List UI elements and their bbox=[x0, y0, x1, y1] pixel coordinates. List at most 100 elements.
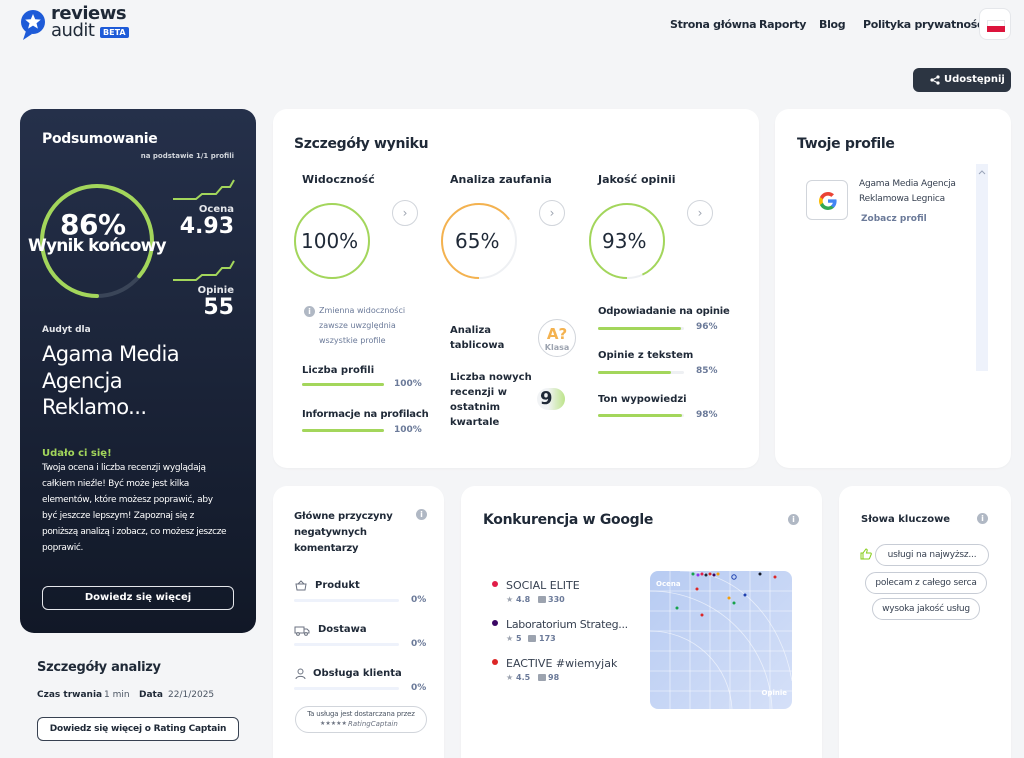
flag-red-stripe bbox=[987, 26, 1005, 32]
map-y-label: Ocena bbox=[656, 580, 681, 588]
competitor-item[interactable]: SOCIAL ELITE ★ 4.8 330 bbox=[491, 578, 631, 608]
profiles-scrollbar[interactable] bbox=[976, 164, 988, 371]
competitor-item[interactable]: Laboratorium Strateg... ★ 5 173 bbox=[491, 617, 631, 647]
keywords-card: Słowa kluczowe i usługi na najwyższ... p… bbox=[839, 486, 1011, 758]
provider-badge[interactable]: Ta usługa jest dostarczana przez ★★★★★ R… bbox=[295, 706, 427, 733]
competition-card: Konkurencja w Google i SOCIAL ELITE ★ 4.… bbox=[461, 486, 822, 758]
reason-service-bar bbox=[294, 687, 399, 690]
audit-for-label: Audyt dla bbox=[42, 325, 91, 335]
info-icon[interactable]: i bbox=[788, 514, 799, 525]
share-button[interactable]: Udostępnij bbox=[913, 68, 1011, 92]
user-icon bbox=[295, 668, 306, 680]
new-reviews-label-4: kwartale bbox=[450, 417, 500, 428]
nav-reports[interactable]: Raporty bbox=[759, 18, 807, 31]
star-icon: ★ bbox=[506, 595, 514, 604]
google-icon bbox=[806, 180, 848, 220]
text-reviews-bar bbox=[598, 371, 684, 374]
truck-icon bbox=[294, 626, 310, 636]
negative-reasons-card: Główne przyczyny negatywnych komentarzy … bbox=[273, 486, 444, 758]
company-name-line2: Agencja bbox=[42, 369, 123, 393]
competitor-name: SOCIAL ELITE bbox=[506, 579, 580, 592]
profile-info-label: Informacje na profilach bbox=[302, 409, 429, 420]
logo-icon bbox=[21, 10, 45, 40]
summary-title: Podsumowanie bbox=[42, 131, 158, 147]
visibility-expand-button[interactable]: › bbox=[392, 200, 418, 226]
summary-subtitle: na podstawie 1/1 profili bbox=[140, 152, 234, 160]
reply-value: 96% bbox=[696, 322, 718, 332]
tone-label: Ton wypowiedzi bbox=[598, 394, 687, 405]
share-label: Udostępnij bbox=[944, 74, 1005, 85]
competition-map-grid bbox=[650, 571, 792, 709]
success-text-1: Twoja ocena i liczba recenzji wyglądają bbox=[42, 463, 206, 473]
tone-bar bbox=[598, 414, 684, 417]
profile-link[interactable]: Zobacz profil bbox=[861, 214, 927, 224]
success-text-6: poprawić. bbox=[42, 543, 84, 553]
brand-name-line2: audit bbox=[51, 20, 95, 41]
negatives-title-1: Główne przyczyny bbox=[294, 511, 393, 522]
quality-expand-button[interactable]: › bbox=[687, 200, 713, 226]
reason-service-value: 0% bbox=[411, 683, 427, 693]
duration-label: Czas trwania bbox=[37, 690, 103, 700]
reviews-value: 55 bbox=[203, 295, 234, 320]
reason-product-bar bbox=[294, 599, 399, 602]
new-reviews-value: 9 bbox=[540, 388, 553, 409]
success-text-2: całkiem nieźle! Być może jest kilka bbox=[42, 479, 189, 489]
competition-map[interactable]: Ocena Opinie bbox=[650, 571, 792, 709]
profiles-title: Twoje profile bbox=[797, 136, 895, 152]
info-icon[interactable]: i bbox=[416, 509, 427, 520]
analysis-title: Szczegóły analizy bbox=[37, 660, 161, 675]
trust-expand-button[interactable]: › bbox=[539, 200, 565, 226]
learn-more-button[interactable]: Dowiedz się więcej bbox=[42, 586, 234, 610]
comment-icon bbox=[538, 674, 546, 681]
provider-stars: ★★★★★ bbox=[320, 720, 347, 727]
competition-title: Konkurencja w Google bbox=[483, 512, 654, 528]
quality-title: Jakość opinii bbox=[598, 173, 676, 186]
basket-icon bbox=[295, 580, 307, 591]
success-text-5: poniższą analizą i zobacz, co możesz jes… bbox=[42, 527, 227, 537]
negatives-title-2: negatywnych bbox=[294, 527, 367, 538]
profile-item[interactable]: Agama Media Agencja Reklamowa Legnica Zo… bbox=[801, 175, 976, 235]
rating-label: Ocena bbox=[198, 204, 234, 215]
nav-privacy[interactable]: Polityka prywatności bbox=[863, 18, 987, 31]
success-title: Udało ci się! bbox=[42, 448, 112, 459]
profile-info-bar bbox=[302, 429, 384, 432]
competitor-rating: 4.5 bbox=[516, 673, 531, 682]
competitor-name: EACTIVE #wiemyjak bbox=[506, 657, 618, 670]
rating-captain-button-label: Dowiedz się więcej o Rating Captain bbox=[49, 724, 227, 734]
rating-captain-button[interactable]: Dowiedz się więcej o Rating Captain bbox=[37, 717, 239, 741]
visibility-title: Widoczność bbox=[302, 173, 375, 186]
reply-label: Odpowiadanie na opinie bbox=[598, 306, 730, 317]
info-icon[interactable]: i bbox=[977, 513, 988, 524]
new-reviews-label-1: Liczba nowych bbox=[450, 372, 532, 383]
new-reviews-label-2: recenzji w bbox=[450, 387, 507, 398]
share-icon bbox=[930, 75, 940, 85]
nav-home[interactable]: Strona główna bbox=[670, 18, 757, 31]
thumbs-up-icon bbox=[860, 548, 872, 560]
nav-blog[interactable]: Blog bbox=[819, 18, 846, 31]
scroll-up-icon bbox=[978, 170, 986, 175]
success-text-4: być jeszcze lepszym! Zapoznaj się z bbox=[42, 511, 195, 521]
info-icon: i bbox=[304, 306, 315, 317]
reason-delivery-label: Dostawa bbox=[318, 624, 367, 635]
competitor-item[interactable]: EACTIVE #wiemyjak ★ 4.5 98 bbox=[491, 656, 631, 686]
brand-name: reviews bbox=[51, 3, 127, 24]
tone-value: 98% bbox=[696, 410, 718, 420]
keyword-chip[interactable]: wysoka jakość usług bbox=[872, 598, 980, 620]
keyword-chip[interactable]: polecam z całego serca bbox=[865, 572, 987, 594]
new-reviews-badge: 9 bbox=[537, 388, 565, 410]
competitor-dot bbox=[492, 620, 498, 626]
competitor-name: Laboratorium Strateg... bbox=[506, 618, 628, 631]
competitor-count: 173 bbox=[539, 634, 556, 643]
keywords-title: Słowa kluczowe bbox=[861, 514, 951, 525]
keyword-chip[interactable]: usługi na najwyższ... bbox=[875, 544, 989, 566]
language-flag-button[interactable] bbox=[979, 8, 1011, 40]
rating-value: 4.93 bbox=[179, 214, 234, 239]
score-details-card: Szczegóły wyniku Widoczność 100% › i Zmi… bbox=[273, 109, 759, 468]
profile-name-2: Reklamowa Legnica bbox=[859, 194, 945, 204]
star-icon: ★ bbox=[506, 634, 514, 643]
competitor-rating: 5 bbox=[516, 634, 522, 643]
new-reviews-label-3: ostatnim bbox=[450, 402, 501, 413]
competitor-count: 330 bbox=[548, 595, 565, 604]
visibility-note-3: wszystkie profile bbox=[319, 336, 386, 345]
final-score: 86% bbox=[60, 208, 126, 241]
